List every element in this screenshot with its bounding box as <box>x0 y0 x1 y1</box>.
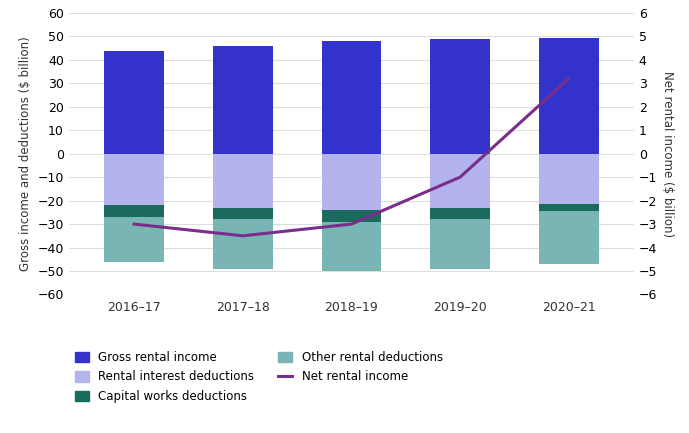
Y-axis label: Net rental income ($ billion): Net rental income ($ billion) <box>661 71 674 237</box>
Bar <box>430 208 490 220</box>
Bar <box>213 208 273 220</box>
Bar <box>539 154 599 204</box>
Bar <box>104 51 164 154</box>
Bar <box>322 210 381 222</box>
Bar <box>213 46 273 154</box>
Bar <box>539 211 599 264</box>
Bar <box>213 154 273 208</box>
Bar <box>322 154 381 210</box>
Bar <box>104 217 164 262</box>
Bar <box>430 39 490 154</box>
Bar <box>322 41 381 154</box>
Bar <box>430 154 490 208</box>
Bar <box>104 154 164 205</box>
Y-axis label: Gross income and deductions ($ billion): Gross income and deductions ($ billion) <box>19 36 32 271</box>
Bar <box>430 220 490 268</box>
Bar <box>539 204 599 211</box>
Bar <box>213 220 273 268</box>
Bar <box>539 38 599 154</box>
Bar <box>322 222 381 271</box>
Legend: Gross rental income, Rental interest deductions, Capital works deductions, Other: Gross rental income, Rental interest ded… <box>75 351 443 403</box>
Bar <box>104 205 164 217</box>
